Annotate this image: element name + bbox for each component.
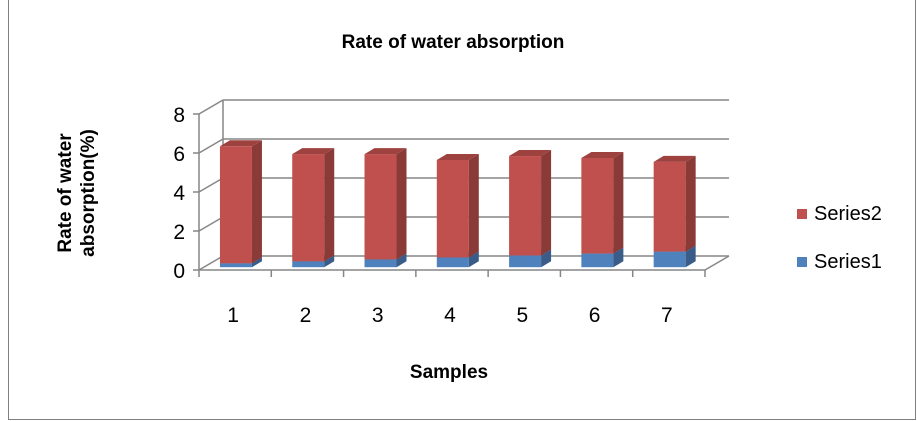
x-tick-label: 3 — [372, 304, 384, 327]
legend-label: Series2 — [814, 203, 882, 225]
bar-side — [324, 148, 335, 262]
bar-side — [541, 150, 552, 256]
floor-right-edge — [704, 255, 730, 271]
bar-side — [541, 249, 552, 268]
bar-side — [685, 245, 696, 268]
chart-title: Rate of water absorption — [342, 32, 565, 53]
bar-front — [581, 158, 614, 254]
y-tick-label: 6 — [173, 143, 185, 166]
bar-top — [436, 153, 479, 160]
bar-front — [364, 259, 397, 268]
bar-side — [468, 251, 479, 268]
bar-front — [219, 263, 252, 268]
bar-top — [219, 140, 262, 147]
legend-label: Series1 — [814, 251, 882, 273]
bar-side — [613, 247, 624, 268]
bar-top — [653, 155, 696, 162]
bar-side — [251, 257, 262, 268]
bar-front — [436, 257, 469, 268]
bar-top — [292, 148, 335, 155]
bar-front — [292, 261, 325, 268]
bar-side — [396, 253, 407, 268]
x-tick-label: 7 — [661, 304, 673, 327]
x-tick-label: 6 — [589, 304, 601, 327]
x-tick-label: 2 — [300, 304, 312, 327]
bars — [219, 140, 696, 268]
bar-side — [613, 152, 624, 254]
bar-front — [509, 255, 542, 268]
bar-front — [653, 251, 686, 268]
x-axis-title: Samples — [410, 362, 488, 383]
legend: Series2 Series1 — [797, 203, 882, 273]
y-axis-title-line-1: Rate of water — [55, 133, 76, 253]
x-tick-label: 1 — [227, 304, 239, 327]
y-axis-title: Rate of water absorption(%) — [55, 129, 99, 257]
bar-front — [219, 146, 252, 264]
bar-side — [685, 155, 696, 252]
legend-swatch — [797, 257, 807, 267]
bar-side — [251, 140, 262, 264]
x-tick-label: 4 — [444, 304, 456, 327]
y-tick-label: 8 — [173, 104, 185, 127]
bar-side — [396, 148, 407, 260]
gridline-depth — [198, 138, 224, 154]
chart-frame: Rate of water absorption Rate of water a… — [8, 0, 916, 420]
y-tick-label: 4 — [173, 182, 185, 205]
bar-front — [436, 159, 469, 258]
gridline-depth — [198, 255, 224, 271]
legend-swatch — [797, 209, 807, 219]
y-tick-label: 0 — [173, 260, 185, 283]
gridline-depth — [198, 99, 224, 115]
bar-top — [509, 150, 552, 157]
bar-side — [324, 255, 335, 268]
bar-top — [364, 148, 407, 155]
bar-front — [653, 161, 686, 252]
x-tick-label: 5 — [516, 304, 528, 327]
y-tick-label: 2 — [173, 221, 185, 244]
tick-labels: 0 2 4 6 8 1 2 3 4 5 6 7 — [173, 104, 672, 327]
bar-front — [509, 156, 542, 256]
y-axis-title-line-2: absorption(%) — [78, 129, 99, 257]
bar-front — [581, 253, 614, 268]
gridline-depth — [198, 216, 224, 232]
bar-top — [581, 152, 624, 158]
bar-side — [468, 153, 479, 258]
chart-svg: Rate of water absorption Rate of water a… — [55, 32, 882, 383]
bar-front — [364, 154, 397, 260]
gridline-depth — [198, 177, 224, 193]
bar-front — [292, 154, 325, 262]
